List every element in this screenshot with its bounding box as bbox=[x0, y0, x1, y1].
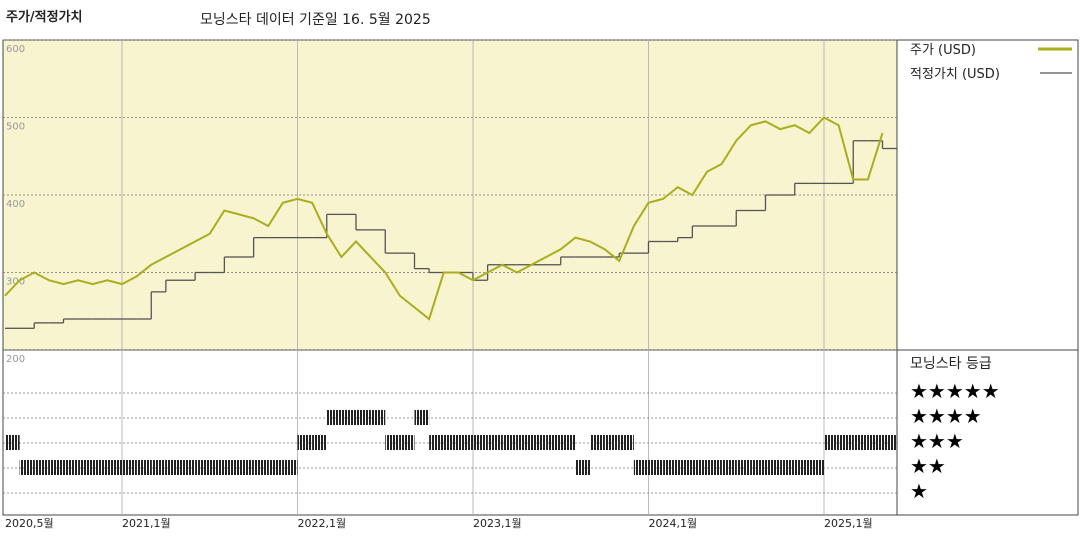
rating-bar bbox=[633, 460, 649, 475]
rating-bar bbox=[707, 460, 722, 475]
rating-bar bbox=[122, 460, 137, 475]
rating-bar bbox=[867, 435, 883, 450]
rating-label: ★★★★★ bbox=[910, 379, 1000, 403]
rating-bar bbox=[239, 460, 254, 475]
rating-label: ★★★ bbox=[910, 429, 964, 453]
rating-bar bbox=[531, 435, 547, 450]
x-tick-label: 2020,5월 bbox=[5, 517, 54, 530]
rating-title: 모닝스타 등급 bbox=[910, 356, 992, 372]
rating-bar bbox=[165, 460, 181, 475]
rating-bar bbox=[546, 435, 561, 450]
rating-bar bbox=[487, 435, 503, 450]
rating-bar bbox=[882, 435, 898, 450]
rating-label: ★ bbox=[910, 479, 928, 503]
rating-bar bbox=[151, 460, 166, 475]
rating-bar bbox=[458, 435, 473, 450]
rating-bar bbox=[663, 460, 678, 475]
rating-bar bbox=[399, 435, 415, 450]
x-tick-label: 2023,1월 bbox=[473, 517, 522, 530]
rating-bar bbox=[721, 460, 737, 475]
rating-bar bbox=[136, 460, 152, 475]
rating-bar bbox=[78, 460, 93, 475]
rating-bar bbox=[63, 460, 79, 475]
rating-bar bbox=[326, 410, 342, 425]
legend-label: 주가 (USD) bbox=[910, 43, 976, 58]
rating-bar bbox=[34, 460, 49, 475]
rating-bar bbox=[370, 410, 386, 425]
chart-title: 주가/적정가치 bbox=[6, 9, 83, 25]
y-tick-label: 300 bbox=[6, 277, 25, 288]
rating-bar bbox=[692, 460, 707, 475]
rating-bar bbox=[736, 460, 751, 475]
legend-label: 적정가치 (USD) bbox=[910, 67, 1000, 82]
rating-bar bbox=[356, 410, 371, 425]
rating-bar bbox=[48, 460, 64, 475]
price-line bbox=[4, 116, 884, 321]
chart-subtitle: 모닝스타 데이터 기준일 16. 5월 2025 bbox=[200, 12, 431, 28]
rating-bar bbox=[560, 435, 576, 450]
rating-bar bbox=[824, 435, 839, 450]
rating-bar bbox=[838, 435, 854, 450]
rating-bar bbox=[619, 435, 634, 450]
rating-bar bbox=[5, 435, 20, 450]
y-tick-label: 600 bbox=[6, 44, 25, 55]
rating-bar bbox=[253, 460, 269, 475]
rating-bar bbox=[750, 460, 766, 475]
rating-bar bbox=[195, 460, 210, 475]
rating-bar bbox=[312, 435, 327, 450]
rating-bar bbox=[516, 435, 532, 450]
rating-bar bbox=[853, 435, 868, 450]
rating-bar bbox=[765, 460, 781, 475]
x-tick-label: 2022,1월 bbox=[298, 517, 347, 530]
rating-bar bbox=[502, 435, 517, 450]
rating-bar bbox=[604, 435, 620, 450]
y-tick-label: 400 bbox=[6, 199, 25, 210]
rating-bar bbox=[297, 435, 313, 450]
rating-bar bbox=[19, 460, 35, 475]
rating-bar bbox=[473, 435, 488, 450]
rating-bar bbox=[385, 435, 400, 450]
rating-bar bbox=[268, 460, 283, 475]
y-tick-label: 200 bbox=[6, 354, 25, 365]
rating-bar bbox=[575, 460, 590, 475]
rating-bar bbox=[224, 460, 239, 475]
rating-bar bbox=[414, 410, 430, 425]
rating-bar bbox=[107, 460, 122, 475]
rating-label: ★★ bbox=[910, 454, 946, 478]
rating-bar bbox=[443, 435, 459, 450]
rating-bar bbox=[209, 460, 225, 475]
rating-bar bbox=[92, 460, 108, 475]
x-tick-label: 2021,1월 bbox=[122, 517, 171, 530]
rating-bar bbox=[180, 460, 196, 475]
rating-bar bbox=[429, 435, 444, 450]
rating-bar bbox=[282, 460, 298, 475]
rating-bar bbox=[780, 460, 795, 475]
x-tick-label: 2024,1월 bbox=[649, 517, 698, 530]
plot-bg bbox=[3, 40, 897, 350]
rating-bar bbox=[341, 410, 356, 425]
rating-bar bbox=[648, 460, 664, 475]
x-tick-label: 2025,1월 bbox=[824, 517, 873, 530]
rating-bar bbox=[809, 460, 824, 475]
rating-bar bbox=[794, 460, 810, 475]
y-tick-label: 500 bbox=[6, 122, 25, 133]
rating-label: ★★★★ bbox=[910, 404, 982, 428]
rating-bar bbox=[677, 460, 693, 475]
rating-bar bbox=[590, 435, 605, 450]
